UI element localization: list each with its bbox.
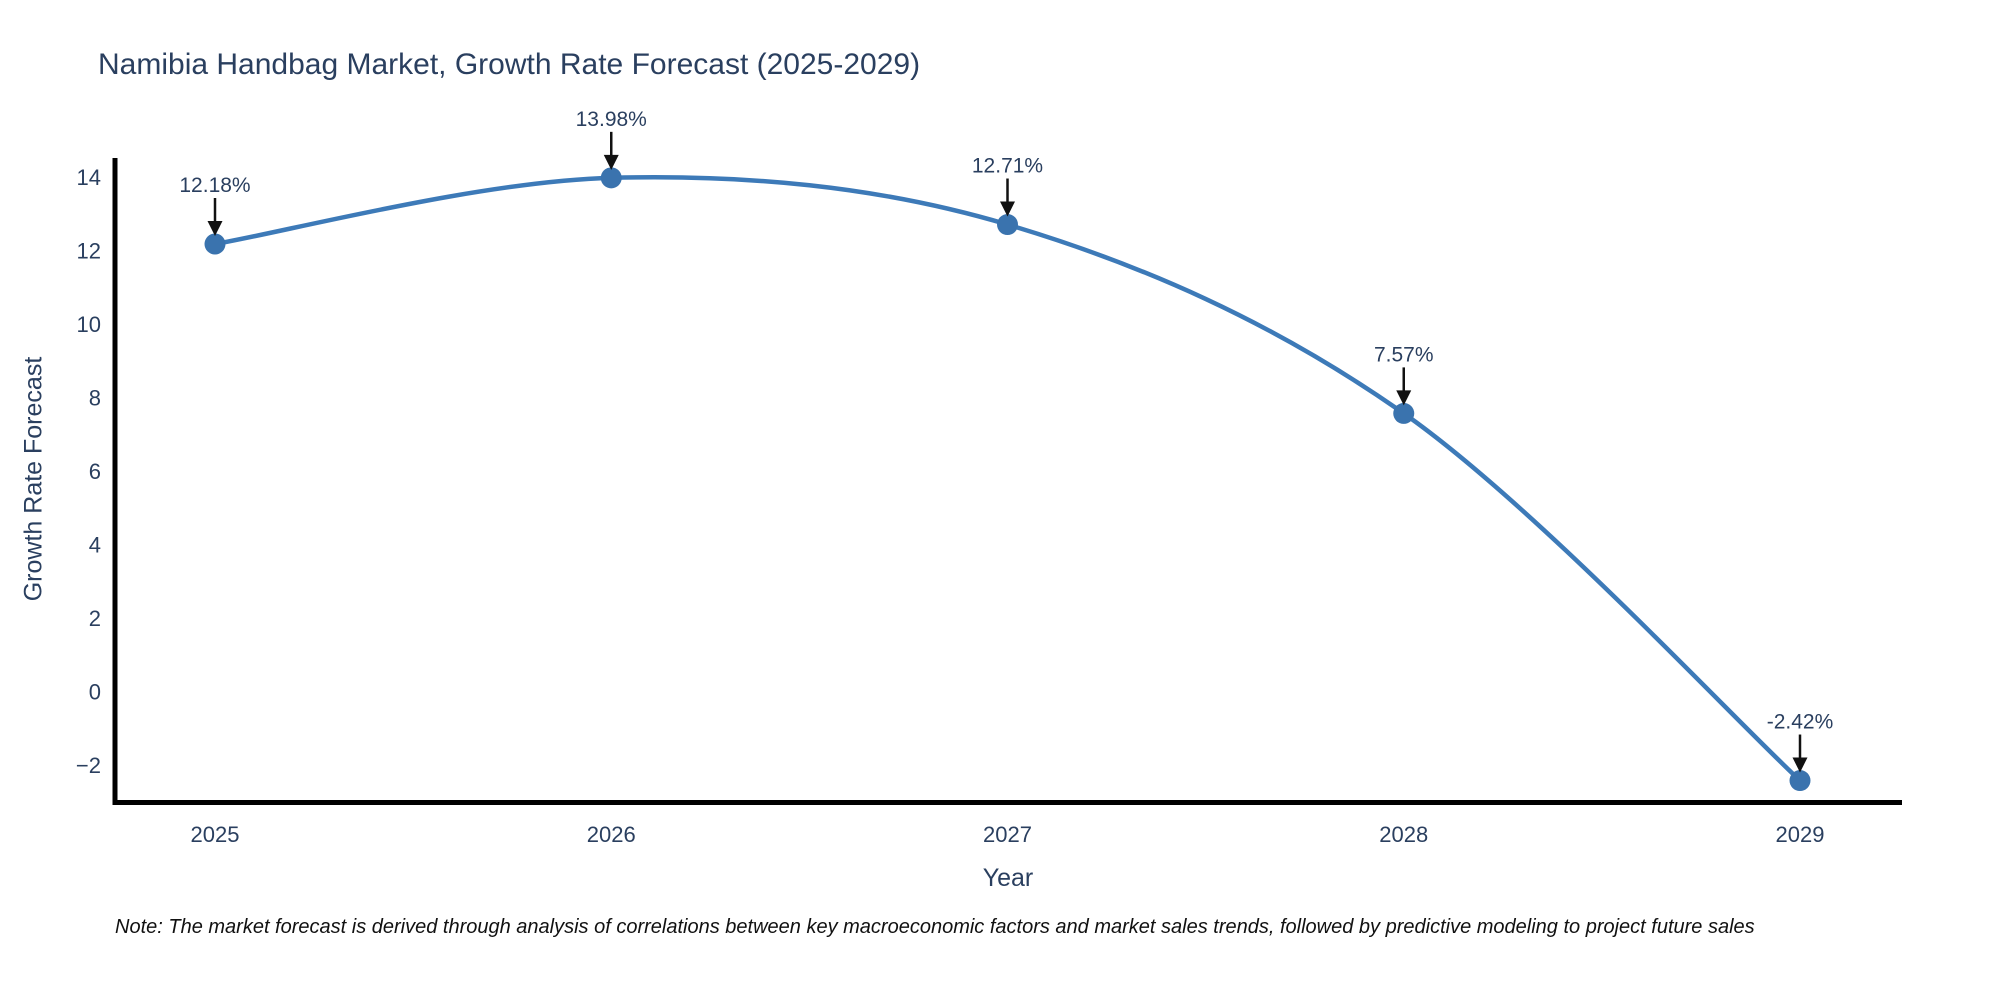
x-tick-label: 2026 (587, 822, 636, 847)
point-annotation: 12.18% (179, 174, 250, 197)
data-point-2027 (997, 214, 1018, 236)
annotation-arrowhead (603, 154, 619, 170)
data-point-2025 (204, 233, 226, 255)
y-tick-label: 6 (89, 459, 101, 484)
footnote: Note: The market forecast is derived thr… (115, 916, 1755, 938)
point-annotation: 12.71% (972, 155, 1043, 178)
point-annotation: -2.42% (1767, 711, 1834, 734)
x-tick-label: 2029 (1776, 822, 1825, 847)
annotation-arrowhead (1000, 201, 1015, 217)
data-point-2028 (1393, 402, 1415, 424)
y-tick-label: 8 (89, 386, 101, 411)
point-annotation: 13.98% (576, 108, 647, 131)
annotation-arrowhead (1792, 757, 1808, 773)
x-tick-label: 2028 (1379, 822, 1428, 847)
chart-title: Namibia Handbag Market, Growth Rate Fore… (98, 48, 921, 81)
y-tick-label: 4 (89, 533, 101, 558)
data-point-2029 (1789, 770, 1811, 792)
forecast-line (212, 175, 1803, 783)
y-tick-label: 2 (89, 606, 101, 631)
annotation-arrowhead (207, 220, 223, 236)
y-tick-label: −2 (76, 753, 101, 778)
annotation-arrowhead (1396, 390, 1412, 406)
point-annotation: 7.57% (1374, 343, 1434, 366)
y-tick-label: 10 (77, 312, 101, 337)
data-point-2026 (600, 167, 622, 189)
x-axis-title: Year (982, 864, 1034, 892)
x-tick-label: 2027 (983, 822, 1032, 847)
x-tick-label: 2025 (191, 822, 240, 847)
y-tick-label: 12 (77, 239, 101, 264)
y-tick-label: 14 (77, 165, 101, 190)
y-tick-label: 0 (89, 680, 101, 705)
axis-lines (112, 158, 1902, 805)
